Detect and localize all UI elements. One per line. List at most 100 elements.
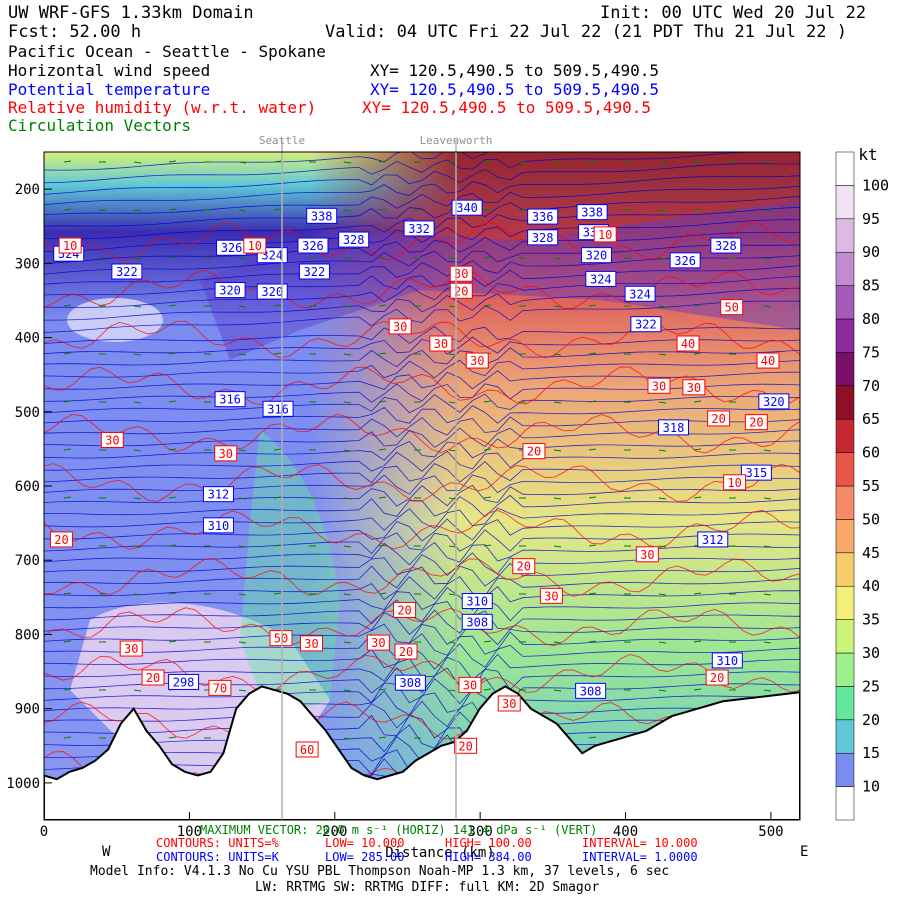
vector-arrow <box>378 208 387 211</box>
vector-arrow <box>448 305 457 308</box>
theta-label-box <box>214 391 246 408</box>
theta-label-box <box>298 263 330 280</box>
rh-label-box <box>723 474 747 491</box>
vector-arrow <box>63 400 72 403</box>
field-wind-name: Horizontal wind speed <box>8 61 211 80</box>
theta-label: 326 <box>216 239 248 256</box>
vector-arrow <box>693 160 702 163</box>
theta-label-text: 326 <box>302 239 324 253</box>
vector-arrow <box>763 545 772 548</box>
theta-label-text: 320 <box>586 249 608 263</box>
theta-contour-line <box>44 152 523 171</box>
vector-arrow <box>693 304 702 307</box>
rh-label: 60 <box>295 741 319 758</box>
forecast-hour: Fcst: 52.00 h <box>8 22 142 42</box>
vector-arrow <box>448 449 457 452</box>
theta-contour-line <box>44 689 800 716</box>
rh-label-box <box>49 531 73 548</box>
vector-arrow <box>553 305 562 308</box>
rh-label: 20 <box>393 601 417 618</box>
rh-label-text: 20 <box>146 671 160 685</box>
y-tick-label: 600 <box>15 479 40 495</box>
theta-label-box <box>527 208 559 225</box>
theta-label-text: 316 <box>267 402 289 416</box>
theta-label-text: 320 <box>763 395 785 409</box>
vector-arrow <box>553 161 562 164</box>
colorbar-swatch <box>835 752 855 787</box>
theta-label-box <box>451 199 483 216</box>
vector-arrow <box>553 689 562 692</box>
vector-arrow <box>63 352 72 355</box>
theta-contour-line <box>44 370 800 390</box>
vector-arrow <box>553 545 562 548</box>
rh-label-text: 20 <box>399 645 413 659</box>
vector-arrow <box>553 353 562 356</box>
vector-arrow <box>553 401 562 404</box>
theta-label-text: 322 <box>304 265 326 279</box>
theta-contour-line <box>44 163 800 195</box>
theta-label-box <box>256 283 288 300</box>
colorbar-swatch <box>835 218 855 253</box>
theta-label: 316 <box>214 391 246 408</box>
field-rh-xy: XY= 120.5,490.5 to 509.5,490.5 <box>362 98 651 117</box>
rh-label-text: 30 <box>463 678 477 692</box>
rh-contour-line <box>44 654 800 694</box>
vector-arrow <box>238 497 247 500</box>
vector-arrow <box>588 640 597 643</box>
colorbar-label: 10 <box>862 778 880 796</box>
theta-contour-line <box>44 450 800 472</box>
theta-contour-line <box>44 562 800 589</box>
theta-label-text: 320 <box>261 285 283 299</box>
vector-arrow <box>133 593 142 596</box>
rh-label-text: 20 <box>710 671 724 685</box>
rh-label-text: 30 <box>652 379 666 393</box>
rh-label: 30 <box>682 379 706 396</box>
vector-arrow <box>658 209 667 212</box>
rh-label-text: 20 <box>749 416 763 430</box>
theta-label-box <box>630 316 662 333</box>
vector-arrow <box>378 448 387 451</box>
theta-label-box <box>297 237 329 254</box>
rh-label-text: 30 <box>434 337 448 351</box>
vector-arrow <box>343 545 352 548</box>
vector-arrow <box>763 689 772 692</box>
theta-contour-line <box>44 405 800 424</box>
colorbar-swatch <box>835 251 855 286</box>
rh-label-text: 10 <box>248 239 262 253</box>
x-axis-label: Distance (km) <box>385 845 495 861</box>
vector-arrow <box>588 304 597 307</box>
rh-label: 20 <box>449 282 473 299</box>
vector-arrow <box>168 544 177 547</box>
vector-arrow <box>448 545 457 548</box>
colorbar-swatch <box>835 519 855 554</box>
rh-contour-line <box>44 269 800 309</box>
vector-arrow <box>448 497 457 500</box>
theta-label-box <box>740 464 772 481</box>
vector-arrow <box>133 689 142 692</box>
theta-contour-line <box>44 265 800 296</box>
theta-label: 320 <box>580 247 612 264</box>
colorbar-swatch <box>835 552 855 587</box>
rh-label-box <box>243 237 267 254</box>
theta-label-box <box>576 204 608 221</box>
rh-labels: 10 10 10 30 20 30 30 30 50 40 40 30 30 20 20 30 30 20 10 20… <box>49 226 780 758</box>
vector-arrow <box>378 544 387 547</box>
init-time: Init: 00 UTC Wed 20 Jul 22 <box>600 3 867 23</box>
theta-label-text: 310 <box>716 654 738 668</box>
theta-label-box <box>214 282 246 299</box>
rh-label-text: 40 <box>681 337 695 351</box>
vector-arrow <box>588 736 597 739</box>
theta-label: 312 <box>697 531 729 548</box>
vector-arrow <box>133 257 142 260</box>
vector-arrow <box>273 352 282 355</box>
colorbar-swatch <box>835 452 855 487</box>
rh-label: 10 <box>243 237 267 254</box>
theta-contour-line <box>44 643 800 670</box>
vector-arrow <box>343 737 352 740</box>
vector-arrow <box>763 257 772 260</box>
vector-arrow <box>483 496 492 499</box>
vector-arrow <box>133 209 142 212</box>
rh-label-text: 20 <box>711 412 725 426</box>
vector-arrow <box>658 545 667 548</box>
